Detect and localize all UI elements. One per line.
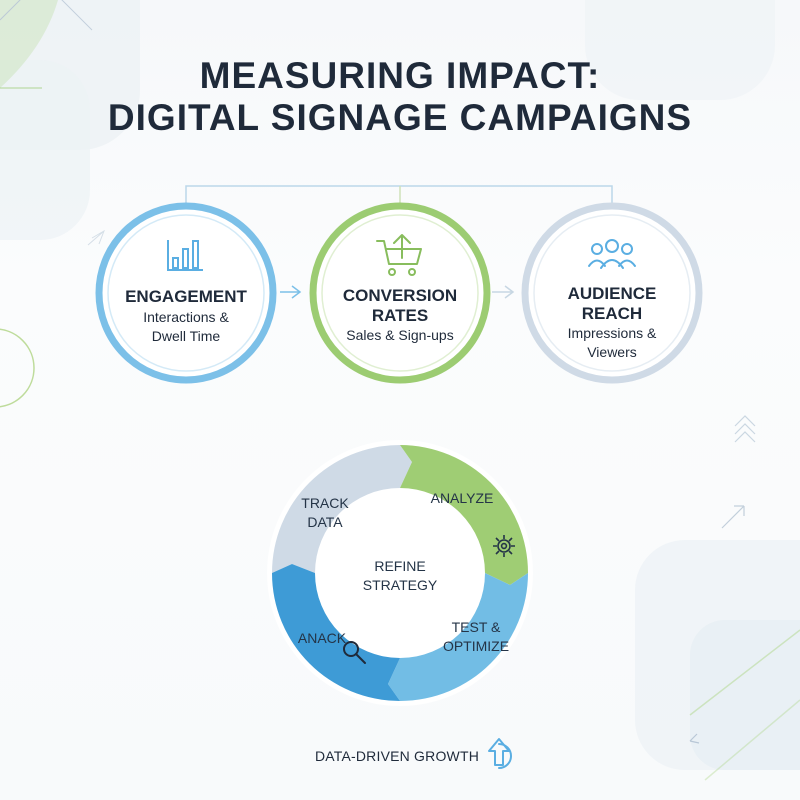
chart-bar-3 xyxy=(192,240,199,269)
anack-label: ANACK xyxy=(298,630,347,646)
person-center-body xyxy=(600,259,624,269)
data-driven-growth-label: DATA-DRIVEN GROWTH xyxy=(315,748,479,764)
gear-icon xyxy=(493,535,515,557)
audience-subtitle-line-1: Impressions & xyxy=(568,325,657,341)
cycle-segment-track-data xyxy=(272,445,412,573)
gear-teeth xyxy=(493,535,515,557)
refine-strategy-cycle: TRACK DATA ANALYZE TEST & OPTIMIZE ANACK… xyxy=(267,440,533,706)
metric-conversion-rates: CONVERSION RATES Sales & Sign-ups xyxy=(309,202,491,384)
chevrons-icon-right xyxy=(734,415,756,443)
metrics-connectors xyxy=(185,185,613,299)
person-left-head xyxy=(591,243,603,255)
background-shape-left xyxy=(0,60,90,240)
track-data-label-line-1: TRACK xyxy=(301,495,349,511)
background-green-accent xyxy=(0,0,58,88)
cart-wheel-right xyxy=(408,268,416,276)
title-line-2: DIGITAL SIGNAGE CAMPAIGNS xyxy=(108,97,692,138)
search-icon xyxy=(343,641,366,664)
people-icon xyxy=(588,239,636,269)
small-arrow-icon-left xyxy=(87,229,105,246)
track-data-label-line-2: DATA xyxy=(307,514,343,530)
engagement-circle xyxy=(95,202,277,384)
audience-subtitle-line-2: Viewers xyxy=(587,344,637,360)
audience-title-line-2: REACH xyxy=(582,304,642,323)
small-arrow-icon-right xyxy=(721,505,745,529)
person-right-body xyxy=(618,259,636,267)
background-line-top-left-2 xyxy=(61,0,93,31)
background-green-line-bottom-right xyxy=(689,629,800,716)
gear-center-dot xyxy=(500,542,508,550)
chart-bar-1 xyxy=(172,257,179,269)
person-center-head xyxy=(605,239,619,253)
analyze-label: ANALYZE xyxy=(431,490,494,506)
audience-circle xyxy=(521,202,703,384)
search-icon-handle xyxy=(355,653,366,664)
cart-wheel-left xyxy=(388,268,396,276)
chart-axis-icon xyxy=(167,240,203,271)
refine-strategy-label-line-2: STRATEGY xyxy=(363,577,438,593)
cart-up-arrow-icon xyxy=(393,234,411,259)
arrow-icon-engagement-to-conversion xyxy=(280,285,302,299)
small-arrow-icon-bottom-right xyxy=(689,733,700,744)
conversion-title-line-2: RATES xyxy=(372,306,428,325)
engagement-subtitle-line-1: Interactions & xyxy=(143,309,229,325)
audience-title-line-1: AUDIENCE xyxy=(568,284,657,303)
conversion-circle xyxy=(309,202,491,384)
title-line-1: MEASURING IMPACT: xyxy=(200,55,601,96)
search-icon-lens xyxy=(343,641,359,657)
up-arrow-icon xyxy=(488,738,512,769)
audience-inner-ring xyxy=(533,214,691,372)
conversion-inner-ring xyxy=(321,214,479,372)
person-right-head xyxy=(621,243,633,255)
background-line-top-left xyxy=(0,0,21,21)
cycle-segment-test-optimize xyxy=(388,573,528,701)
test-optimize-label-line-1: TEST & xyxy=(452,619,501,635)
shopping-cart-icon xyxy=(376,234,422,276)
test-optimize-label-line-2: OPTIMIZE xyxy=(443,638,509,654)
background-shape-top-right xyxy=(585,0,775,100)
conversion-subtitle: Sales & Sign-ups xyxy=(346,327,453,343)
gear-inner-circle xyxy=(497,539,511,553)
top-connector-line xyxy=(185,185,613,203)
cycle-segment-anack xyxy=(272,564,400,701)
arrow-icon-conversion-to-reach xyxy=(492,285,515,299)
engagement-title: ENGAGEMENT xyxy=(125,287,247,306)
cycle-segment-analyze xyxy=(400,445,528,585)
engagement-inner-ring xyxy=(107,214,265,372)
background-decoration xyxy=(0,0,800,781)
background-circle-left xyxy=(0,328,35,408)
bar-chart-icon xyxy=(167,240,203,271)
metric-audience-reach: AUDIENCE REACH Impressions & Viewers xyxy=(521,202,703,384)
refine-strategy-label-line-1: REFINE xyxy=(374,558,425,574)
background-green-line-bottom-right-2 xyxy=(704,699,800,781)
cart-body-icon xyxy=(376,240,422,265)
chart-bar-2 xyxy=(182,248,189,269)
up-arrow-shape-icon xyxy=(488,738,510,766)
engagement-subtitle-line-2: Dwell Time xyxy=(152,328,221,344)
cycle-center-circle xyxy=(321,494,479,652)
metric-engagement: ENGAGEMENT Interactions & Dwell Time xyxy=(95,202,277,384)
background-shape-bottom-right-2 xyxy=(690,620,800,770)
conversion-title-line-1: CONVERSION xyxy=(343,286,457,305)
